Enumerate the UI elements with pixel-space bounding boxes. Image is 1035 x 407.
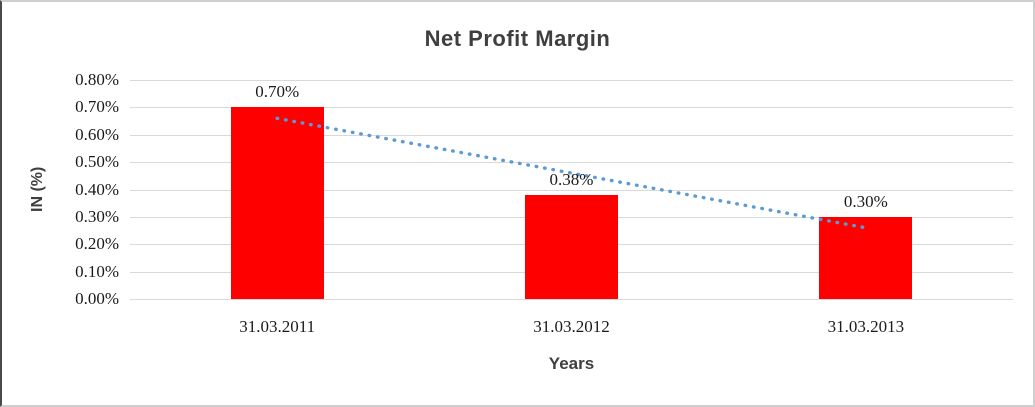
bar bbox=[819, 216, 913, 299]
y-tick-label: 0.10% bbox=[75, 261, 119, 281]
y-tick-label: 0.70% bbox=[75, 97, 119, 117]
bar bbox=[525, 194, 618, 299]
bar bbox=[230, 107, 324, 299]
trendline bbox=[275, 116, 868, 230]
y-tick-label: 0.50% bbox=[75, 152, 119, 172]
gridline bbox=[130, 162, 1013, 164]
plot-area: 0.70% 0.38% 0.30% bbox=[130, 80, 1013, 300]
gridline bbox=[130, 189, 1013, 191]
chart-title: Net Profit Margin bbox=[424, 26, 611, 51]
x-tick-label: 31.03.2013 bbox=[827, 317, 905, 336]
x-axis-tick-labels: 31.03.2011 31.03.2012 31.03.2013 bbox=[130, 317, 1013, 339]
gridline bbox=[130, 134, 1013, 136]
gridline bbox=[130, 80, 1013, 81]
trendline-path bbox=[275, 116, 868, 230]
bar-value-label: 0.70% bbox=[255, 82, 300, 102]
gridline bbox=[130, 299, 1013, 300]
y-tick-label: 0.20% bbox=[75, 234, 119, 254]
y-axis-tick-labels: 0.00% 0.10% 0.20% 0.30% 0.40% 0.50% 0.60% 0.70%… bbox=[2, 70, 119, 308]
x-tick-label: 31.03.2011 bbox=[239, 317, 316, 336]
y-tick-label: 0.80% bbox=[75, 70, 119, 89]
x-axis-title: Years bbox=[548, 354, 595, 373]
y-tick-label: 0.60% bbox=[75, 124, 119, 144]
gridline bbox=[130, 107, 1013, 109]
y-tick-label: 0.30% bbox=[75, 206, 119, 226]
y-tick-label: 0.00% bbox=[75, 289, 119, 308]
bar-value-label: 0.30% bbox=[843, 191, 888, 211]
y-tick-label: 0.40% bbox=[75, 179, 119, 199]
x-tick-label: 31.03.2012 bbox=[533, 317, 610, 336]
bar-value-label: 0.38% bbox=[549, 169, 594, 189]
